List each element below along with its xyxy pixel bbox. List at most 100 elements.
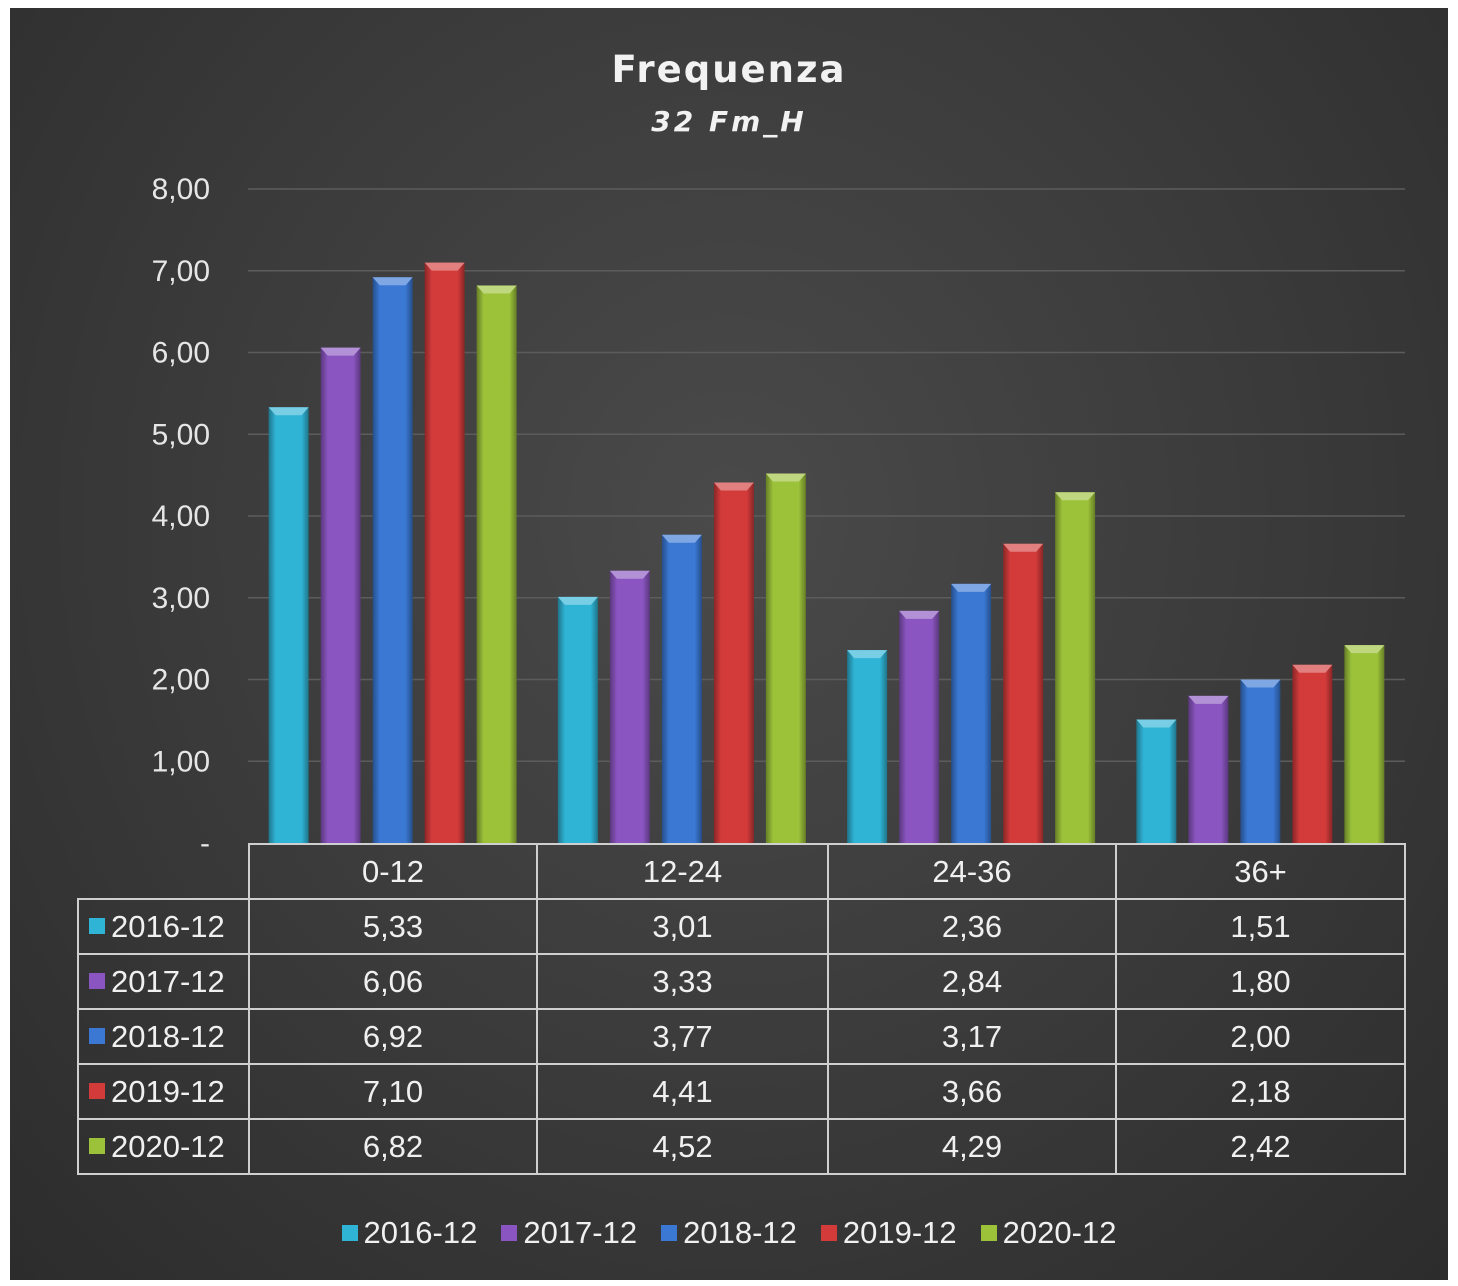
table-cell: 6,92 xyxy=(248,1008,538,1065)
series-name: 2019-12 xyxy=(111,1073,225,1109)
bar xyxy=(1003,543,1044,843)
legend-label: 2018-12 xyxy=(683,1215,797,1250)
table-row: 2016-12 5,33 3,01 2,36 1,51 xyxy=(77,898,1406,955)
table-row: 2020-12 6,82 4,52 4,29 2,42 xyxy=(77,1118,1406,1175)
table-header-row: 0-12 12-24 24-36 36+ xyxy=(78,843,1406,900)
bar xyxy=(1240,679,1281,843)
y-tick-label: 7,00 xyxy=(152,255,210,288)
y-tick-label: 6,00 xyxy=(152,337,210,370)
bar xyxy=(1292,664,1333,843)
table-series-label: 2016-12 xyxy=(77,898,250,955)
bar xyxy=(899,610,940,843)
legend-label: 2017-12 xyxy=(523,1215,638,1250)
bar-bevel xyxy=(1136,719,1177,728)
y-tick-label: 1,00 xyxy=(152,745,210,778)
table-category-header: 24-36 xyxy=(827,843,1117,900)
table-cell: 4,41 xyxy=(536,1063,829,1120)
bar-bevel xyxy=(557,596,598,605)
legend-item: 2017-12 xyxy=(501,1215,637,1251)
y-tick-label: 3,00 xyxy=(152,582,210,615)
table-cell: 7,10 xyxy=(248,1063,538,1120)
y-tick-label: - xyxy=(200,827,210,848)
legend-label: 2019-12 xyxy=(842,1215,957,1250)
legend-item: 2019-12 xyxy=(820,1215,957,1251)
bars xyxy=(268,262,1385,844)
y-tick-label: 8,00 xyxy=(152,173,210,206)
legend: 2016-12 2017-12 2018-12 2019-12 2020-12 xyxy=(10,1215,1448,1251)
series-name: 2016-12 xyxy=(111,908,225,944)
y-axis: - 1,00 2,00 3,00 4,00 5,00 6,00 7,00 8,00 xyxy=(152,173,210,848)
y-tick-label: 5,00 xyxy=(152,418,210,451)
table-cell: 2,42 xyxy=(1115,1118,1406,1175)
table-row: 2018-12 6,92 3,77 3,17 2,00 xyxy=(77,1008,1406,1065)
series-name: 2020-12 xyxy=(111,1128,225,1164)
bar xyxy=(1344,645,1385,843)
bar-bevel xyxy=(713,482,754,491)
bar xyxy=(557,596,598,843)
table-cell: 3,01 xyxy=(536,898,829,955)
series-name: 2018-12 xyxy=(111,1018,225,1054)
table-category-header: 36+ xyxy=(1115,843,1406,900)
table-cell: 3,33 xyxy=(536,953,829,1010)
legend-item: 2020-12 xyxy=(980,1215,1117,1251)
legend-label: 2016-12 xyxy=(363,1215,478,1250)
bar-bevel xyxy=(1188,695,1229,704)
bar-bevel xyxy=(1003,543,1044,552)
bar xyxy=(765,473,806,843)
bar xyxy=(1136,719,1177,843)
table-cell: 2,36 xyxy=(827,898,1117,955)
series-name: 2017-12 xyxy=(111,963,225,999)
chart-frame: Frequenza 32 Fm_H - 1,00 2,00 3,00 4,00 5,00 6… xyxy=(10,8,1448,1280)
bar-bevel xyxy=(476,285,517,294)
bar-bevel xyxy=(847,650,888,659)
bar xyxy=(320,347,361,843)
table-cell: 1,80 xyxy=(1115,953,1406,1010)
table-cell: 6,82 xyxy=(248,1118,538,1175)
legend-item: 2018-12 xyxy=(661,1215,797,1251)
series-swatch-icon xyxy=(89,1028,105,1045)
series-swatch-icon xyxy=(89,1083,105,1100)
series-swatch-icon xyxy=(89,973,105,990)
data-table: 0-12 12-24 24-36 36+ 2016-12 5,33 3,01 2,36 1,51… xyxy=(77,843,1406,1175)
table-cell: 5,33 xyxy=(248,898,538,955)
bar xyxy=(661,534,702,843)
bar-bevel xyxy=(661,534,702,543)
table-cell: 3,77 xyxy=(536,1008,829,1065)
legend-item: 2016-12 xyxy=(341,1215,478,1251)
table-row: 2019-12 7,10 4,41 3,66 2,18 xyxy=(77,1063,1406,1120)
bar xyxy=(268,407,309,843)
chart-subtitle: 32 Fm_H xyxy=(651,105,807,138)
bar-bevel xyxy=(1344,645,1385,654)
table-category-header: 12-24 xyxy=(536,843,829,900)
bar-bevel xyxy=(268,407,309,416)
legend-swatch-icon xyxy=(980,1224,997,1241)
table-series-label: 2018-12 xyxy=(77,1008,250,1065)
table-cell: 6,06 xyxy=(248,953,538,1010)
table-cell: 4,29 xyxy=(827,1118,1117,1175)
table-series-label: 2017-12 xyxy=(77,953,250,1010)
bar-bevel xyxy=(320,347,361,356)
table-series-label: 2020-12 xyxy=(77,1118,250,1175)
bar xyxy=(424,262,465,843)
bar xyxy=(609,570,650,843)
bar-bevel xyxy=(372,277,413,286)
bar xyxy=(1188,695,1229,843)
bar xyxy=(372,277,413,843)
table-category-header: 0-12 xyxy=(248,843,538,900)
bar-bevel xyxy=(951,583,992,592)
legend-swatch-icon xyxy=(341,1224,358,1241)
legend-swatch-icon xyxy=(661,1224,678,1241)
bar xyxy=(1055,492,1096,843)
legend-label: 2020-12 xyxy=(1002,1215,1117,1250)
bar-plot: - 1,00 2,00 3,00 4,00 5,00 6,00 7,00 8,00 xyxy=(152,173,1405,848)
table-cell: 1,51 xyxy=(1115,898,1406,955)
bar-bevel xyxy=(1292,664,1333,673)
table-cell: 3,66 xyxy=(827,1063,1117,1120)
bar-bevel xyxy=(899,610,940,619)
table-row: 2017-12 6,06 3,33 2,84 1,80 xyxy=(77,953,1406,1010)
legend-swatch-icon xyxy=(501,1224,518,1241)
bar-bevel xyxy=(765,473,806,482)
table-series-label: 2019-12 xyxy=(77,1063,250,1120)
table-cell: 4,52 xyxy=(536,1118,829,1175)
table-cell: 2,18 xyxy=(1115,1063,1406,1120)
